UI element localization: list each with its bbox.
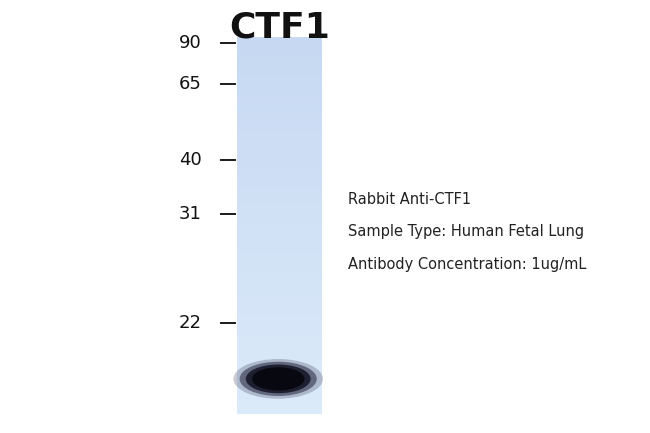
Text: 31: 31 — [179, 205, 202, 223]
Text: Antibody Concentration: 1ug/mL: Antibody Concentration: 1ug/mL — [348, 257, 586, 271]
Text: 40: 40 — [179, 151, 202, 169]
Ellipse shape — [240, 362, 317, 396]
Text: Rabbit Anti-CTF1: Rabbit Anti-CTF1 — [348, 192, 471, 207]
Ellipse shape — [252, 367, 304, 391]
Ellipse shape — [246, 365, 311, 393]
Text: CTF1: CTF1 — [229, 11, 330, 45]
Ellipse shape — [233, 359, 323, 399]
Text: Sample Type: Human Fetal Lung: Sample Type: Human Fetal Lung — [348, 224, 584, 239]
Text: 22: 22 — [179, 313, 202, 332]
Text: 65: 65 — [179, 75, 202, 94]
Text: 90: 90 — [179, 34, 202, 52]
